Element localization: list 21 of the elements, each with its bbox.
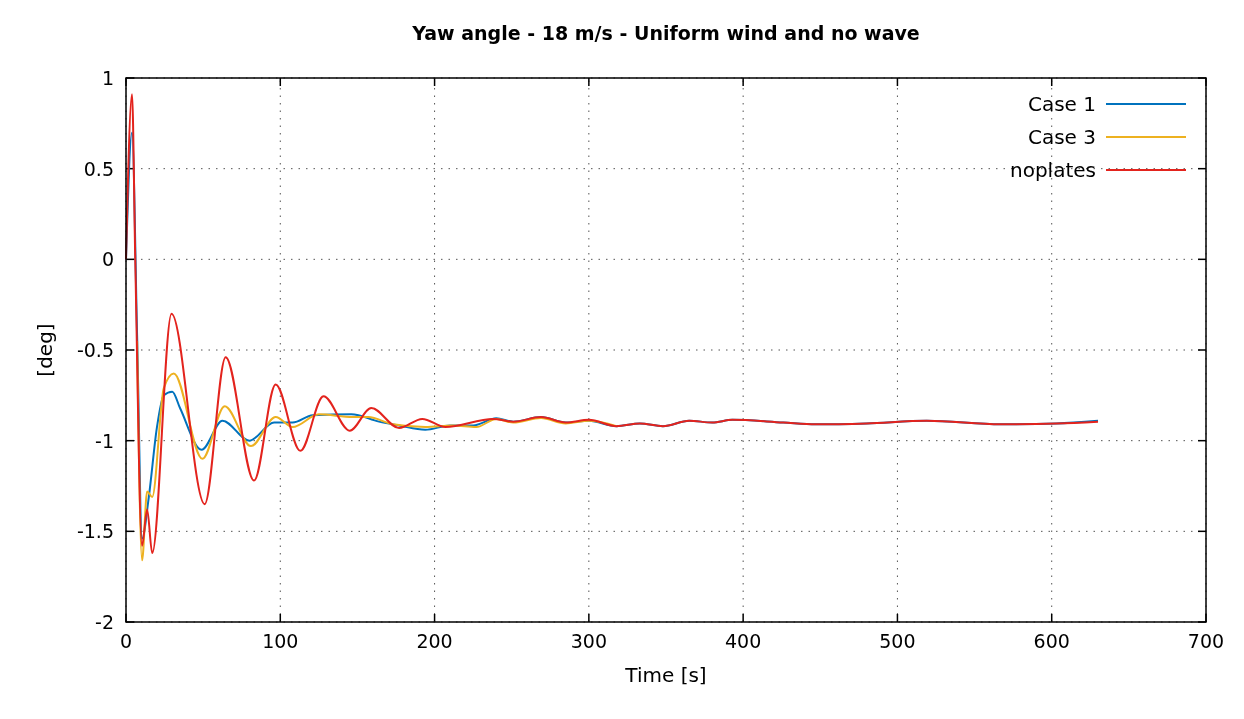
x-tick-label: 400 bbox=[725, 630, 762, 652]
x-tick-label: 700 bbox=[1187, 630, 1225, 652]
x-tick-label: 200 bbox=[416, 630, 453, 652]
legend-label: noplates bbox=[1010, 158, 1096, 182]
x-tick-label: 300 bbox=[570, 630, 607, 652]
legend-label: Case 1 bbox=[1027, 92, 1096, 116]
y-tick-label: -2 bbox=[95, 611, 114, 633]
x-tick-label: 0 bbox=[119, 630, 133, 652]
y-tick-label: -0.5 bbox=[76, 339, 114, 361]
y-tick-label: -1 bbox=[95, 429, 114, 452]
y-tick-label: 0.5 bbox=[83, 157, 114, 180]
legend-label: Case 3 bbox=[1027, 125, 1096, 149]
x-axis-title: Time [s] bbox=[624, 663, 707, 687]
y-tick-label: -1.5 bbox=[76, 520, 114, 543]
x-tick-label: 500 bbox=[879, 630, 916, 652]
chart-title: Yaw angle - 18 m/s - Uniform wind and no wave bbox=[411, 22, 920, 44]
y-tick-label: 0 bbox=[101, 248, 114, 271]
x-tick-label: 100 bbox=[262, 630, 299, 652]
y-axis-title: [deg] bbox=[33, 323, 57, 377]
y-tick-label: 1 bbox=[101, 67, 114, 89]
x-tick-label: 600 bbox=[1033, 630, 1070, 652]
